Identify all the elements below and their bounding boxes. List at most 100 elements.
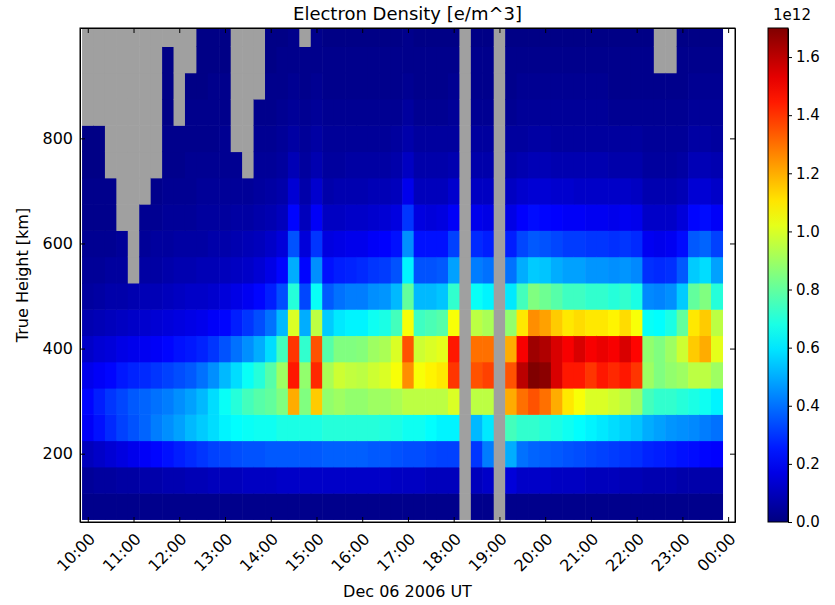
cell	[162, 152, 174, 179]
cell	[482, 178, 494, 205]
cell	[93, 283, 105, 310]
cell	[299, 467, 311, 494]
cell	[356, 99, 368, 126]
cell	[562, 28, 574, 47]
cell	[414, 178, 426, 205]
cell	[196, 388, 208, 415]
cell	[231, 309, 243, 336]
cell	[654, 441, 666, 468]
cell	[654, 283, 666, 310]
cell	[620, 73, 632, 100]
tick-mark	[728, 517, 729, 522]
cell	[311, 230, 323, 257]
cell	[414, 283, 426, 310]
cell	[471, 204, 483, 231]
missing-cell	[105, 46, 117, 73]
tick-mark	[225, 517, 226, 522]
cell	[551, 152, 563, 179]
cell	[562, 73, 574, 100]
cell	[322, 178, 334, 205]
tick	[730, 243, 735, 244]
cell	[448, 99, 460, 126]
tick: 00:00	[693, 517, 739, 575]
cell	[631, 178, 643, 205]
cell	[288, 178, 300, 205]
cell	[254, 414, 266, 441]
cell	[654, 362, 666, 389]
cell	[105, 467, 117, 494]
cell	[174, 335, 186, 362]
axis-line	[788, 29, 789, 523]
cell	[597, 152, 609, 179]
cell	[608, 388, 620, 415]
cell	[574, 493, 586, 520]
missing-cell	[116, 152, 128, 179]
missing-cell	[82, 28, 94, 47]
tick: 0.8	[788, 281, 820, 299]
cell	[620, 99, 632, 126]
cell	[642, 73, 654, 100]
cell	[677, 46, 689, 73]
tick-mark	[80, 454, 85, 455]
cell	[482, 493, 494, 520]
missing-cell	[128, 230, 140, 257]
cell	[608, 46, 620, 73]
cell	[505, 204, 517, 231]
cell	[585, 204, 597, 231]
tick-label: 800	[42, 129, 73, 148]
cell	[608, 152, 620, 179]
missing-cell	[242, 99, 254, 126]
cell	[311, 152, 323, 179]
missing-cell	[139, 178, 151, 205]
cell	[242, 230, 254, 257]
cell	[379, 467, 391, 494]
cell	[139, 441, 151, 468]
cell	[402, 467, 414, 494]
cell	[505, 467, 517, 494]
cell	[162, 362, 174, 389]
cell	[185, 125, 197, 152]
cell	[414, 309, 426, 336]
cell	[334, 362, 346, 389]
cell	[414, 28, 426, 47]
missing-cell	[254, 28, 266, 47]
cell	[208, 46, 220, 73]
cell	[608, 309, 620, 336]
cell	[631, 46, 643, 73]
tick: 0.6	[788, 339, 820, 357]
cell	[597, 99, 609, 126]
cell	[322, 467, 334, 494]
cell	[414, 204, 426, 231]
cell	[402, 125, 414, 152]
cell	[528, 362, 540, 389]
cell	[539, 441, 551, 468]
cell	[448, 283, 460, 310]
tick-mark	[730, 454, 735, 455]
cell	[654, 467, 666, 494]
cell	[311, 414, 323, 441]
cell	[208, 467, 220, 494]
cell	[185, 388, 197, 415]
cell	[677, 362, 689, 389]
tick: 600	[42, 234, 85, 253]
tick-label: 14:00	[236, 529, 282, 575]
cell	[93, 388, 105, 415]
cell	[700, 46, 712, 73]
colorbar-axis: 0.00.20.40.60.81.01.21.41.6	[788, 29, 820, 532]
cell	[345, 152, 357, 179]
cell	[185, 152, 197, 179]
cell	[551, 441, 563, 468]
cell	[505, 283, 517, 310]
cell	[379, 335, 391, 362]
cell	[299, 73, 311, 100]
cell	[482, 283, 494, 310]
cell	[482, 230, 494, 257]
cell	[711, 230, 723, 257]
cell	[620, 152, 632, 179]
cell	[711, 388, 723, 415]
cell	[288, 388, 300, 415]
cell	[505, 230, 517, 257]
missing-cell	[254, 73, 266, 100]
cell	[562, 441, 574, 468]
tick: 20:00	[510, 517, 556, 575]
